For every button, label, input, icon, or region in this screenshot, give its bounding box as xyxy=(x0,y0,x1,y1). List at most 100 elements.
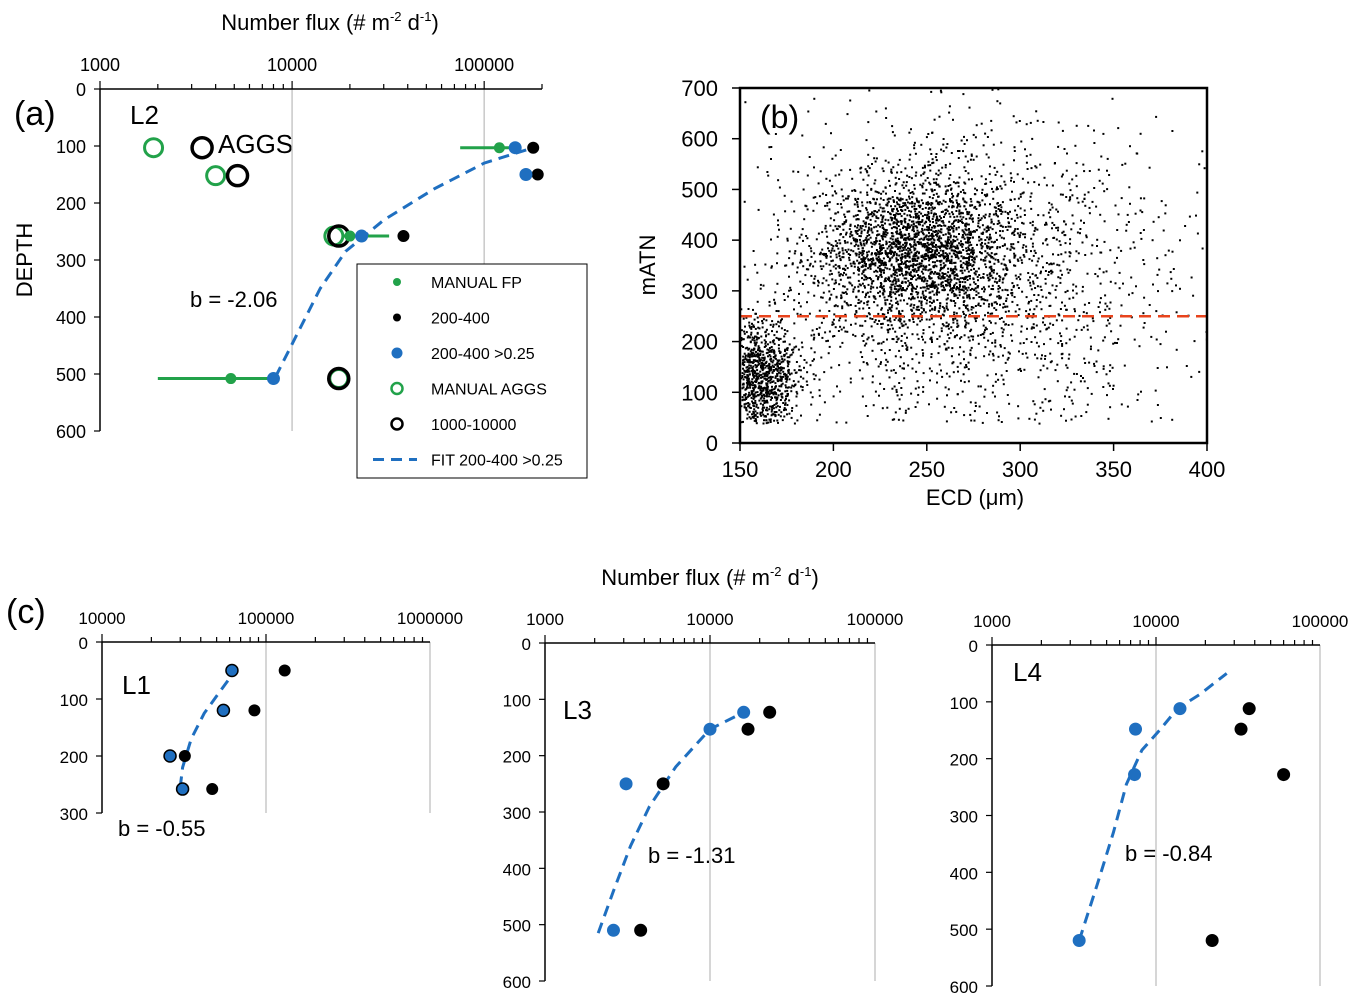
scatter-point xyxy=(776,361,779,364)
scatter-point xyxy=(919,183,922,186)
scatter-point xyxy=(1057,313,1060,316)
scatter-point xyxy=(794,250,797,253)
scatter-point xyxy=(779,362,781,365)
scatter-point xyxy=(994,212,997,215)
scatter-point xyxy=(912,225,915,228)
scatter-point xyxy=(955,227,958,229)
scatter-point xyxy=(918,265,921,268)
scatter-point xyxy=(967,262,970,265)
scatter-point xyxy=(1021,261,1024,264)
scatter-point xyxy=(957,257,960,260)
scatter-point xyxy=(771,361,774,364)
scatter-point xyxy=(893,385,896,388)
scatter-point xyxy=(784,399,787,402)
scatter-point xyxy=(967,322,970,325)
scatter-point xyxy=(1029,200,1032,203)
scatter-point xyxy=(1157,290,1159,293)
scatter-point xyxy=(962,310,965,313)
scatter-point xyxy=(956,206,959,209)
scatter-point xyxy=(753,375,756,377)
scatter-point xyxy=(849,99,852,102)
scatter-point xyxy=(767,392,770,395)
scatter-point xyxy=(915,270,918,273)
scatter-point xyxy=(792,170,795,173)
scatter-point xyxy=(1184,225,1187,227)
scatter-point xyxy=(890,309,893,312)
scatter-point xyxy=(763,406,766,409)
x-tick-label: 10000 xyxy=(686,610,733,629)
scatter-point xyxy=(903,255,906,258)
scatter-point xyxy=(759,352,762,355)
scatter-point xyxy=(948,212,951,215)
scatter-point xyxy=(879,382,882,385)
scatter-point xyxy=(955,250,958,253)
scatter-point xyxy=(828,263,831,266)
scatter-point xyxy=(908,202,911,205)
scatter-point xyxy=(1102,339,1105,342)
scatter-point xyxy=(823,401,826,404)
scatter-point xyxy=(898,254,901,257)
scatter-point xyxy=(881,269,884,272)
scatter-point xyxy=(1047,400,1050,403)
scatter-point xyxy=(887,252,890,255)
scatter-point xyxy=(750,383,753,386)
scatter-point xyxy=(976,286,979,289)
scatter-point xyxy=(984,259,987,262)
scatter-point xyxy=(1082,377,1084,379)
scatter-point xyxy=(958,233,960,235)
scatter-point xyxy=(843,285,846,288)
scatter-point xyxy=(772,339,775,342)
legend-label: 200-400 xyxy=(431,311,490,328)
scatter-point xyxy=(941,281,944,284)
scatter-point xyxy=(927,212,930,215)
scatter-point xyxy=(907,232,910,235)
scatter-point xyxy=(915,197,918,200)
x-tick-label: 350 xyxy=(1095,457,1132,482)
scatter-point xyxy=(781,396,784,399)
scatter-point xyxy=(766,413,769,416)
scatter-point xyxy=(866,251,868,254)
scatter-point xyxy=(967,228,970,231)
scatter-point xyxy=(921,292,924,295)
scatter-point xyxy=(896,171,899,174)
scatter-point xyxy=(902,246,905,249)
scatter-point xyxy=(836,305,839,308)
scatter-point xyxy=(917,220,920,223)
scatter-point xyxy=(1061,301,1063,304)
scatter-point xyxy=(964,155,967,158)
scatter-point xyxy=(745,316,748,319)
scatter-point xyxy=(1152,283,1154,286)
scatter-point xyxy=(743,361,746,364)
scatter-point xyxy=(756,369,759,372)
scatter-point xyxy=(935,285,938,288)
scatter-point xyxy=(821,192,824,195)
scatter-point xyxy=(921,349,924,351)
scatter-point xyxy=(752,389,755,392)
scatter-point xyxy=(866,211,869,214)
scatter-point xyxy=(1001,289,1004,292)
scatter-point xyxy=(752,361,755,364)
scatter-point xyxy=(767,333,770,336)
scatter-point xyxy=(900,335,903,337)
scatter-point xyxy=(817,232,820,235)
scatter-point xyxy=(1139,209,1142,212)
scatter-point xyxy=(962,285,964,288)
scatter-point xyxy=(1063,148,1066,150)
scatter-point xyxy=(974,283,977,285)
scatter-point xyxy=(947,231,950,234)
scatter-point xyxy=(1049,361,1052,364)
scatter-point xyxy=(856,218,859,220)
scatter-point xyxy=(924,289,927,292)
scatter-point xyxy=(884,218,887,221)
scatter-point xyxy=(771,371,774,374)
scatter-point xyxy=(874,160,877,163)
scatter-point xyxy=(838,283,841,286)
scatter-point xyxy=(769,355,772,358)
scatter-point xyxy=(963,191,965,194)
scatter-point xyxy=(978,214,980,217)
scatter-point xyxy=(764,340,767,343)
scatter-point xyxy=(1068,182,1071,185)
scatter-point xyxy=(981,421,984,424)
scatter-point xyxy=(928,215,931,218)
scatter-point xyxy=(878,295,881,298)
